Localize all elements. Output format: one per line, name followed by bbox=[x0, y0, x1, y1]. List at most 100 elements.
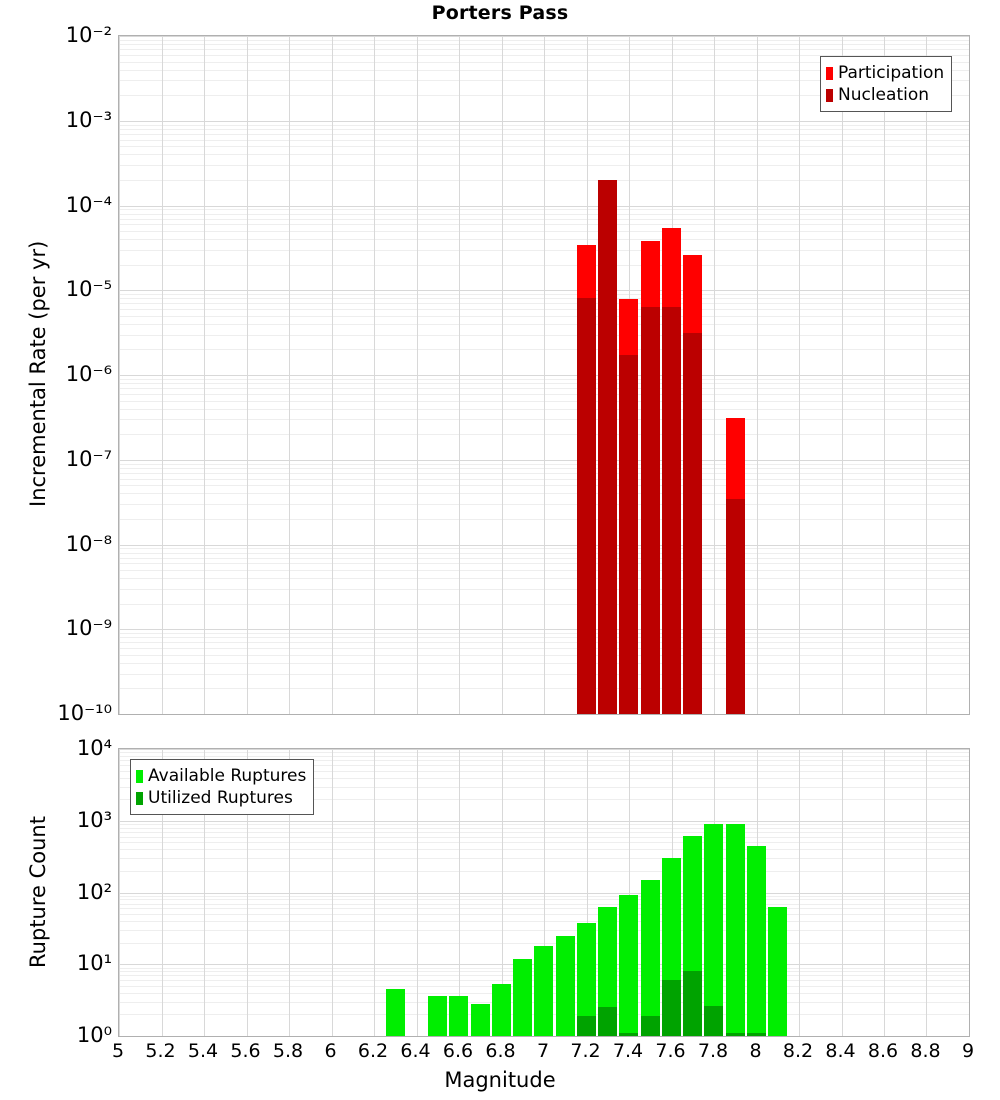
gridline-vertical bbox=[332, 36, 333, 714]
legend-swatch-icon bbox=[826, 66, 833, 80]
bar-available-ruptures bbox=[726, 824, 745, 1036]
gridline-vertical bbox=[969, 749, 970, 1036]
bar-available-ruptures bbox=[577, 923, 596, 1036]
x-axis-tick-label: 7.2 bbox=[570, 1040, 601, 1062]
gridline-vertical bbox=[502, 749, 503, 1036]
x-axis-tick-label: 6 bbox=[324, 1040, 337, 1062]
gridline-vertical bbox=[502, 36, 503, 714]
gridline-vertical bbox=[374, 749, 375, 1036]
legend-swatch-icon bbox=[136, 769, 143, 783]
gridline-vertical bbox=[629, 749, 630, 1036]
gridline-vertical bbox=[544, 36, 545, 714]
top-bars bbox=[119, 36, 969, 714]
gridline-vertical bbox=[544, 749, 545, 1036]
y-axis-tick-label: 10⁻⁷ bbox=[65, 446, 112, 471]
x-axis-title: Magnitude bbox=[444, 1068, 556, 1092]
bar-utilized-ruptures bbox=[704, 1006, 723, 1036]
bar-nucleation bbox=[641, 307, 660, 714]
legend-label: Utilized Ruptures bbox=[148, 788, 293, 809]
bar-available-ruptures bbox=[449, 996, 468, 1036]
gridline-vertical bbox=[969, 36, 970, 714]
y-axis-tick-label: 10² bbox=[76, 879, 112, 904]
gridline-vertical bbox=[842, 749, 843, 1036]
top-y-axis-title: Incremental Rate (per yr) bbox=[26, 240, 50, 507]
x-axis-tick-label: 7.8 bbox=[697, 1040, 729, 1062]
x-axis-tick-label: 5.6 bbox=[230, 1040, 261, 1062]
x-axis-tick-label: 9 bbox=[961, 1040, 975, 1062]
gridline-vertical bbox=[119, 749, 120, 1036]
rupture-count-plot bbox=[118, 748, 970, 1037]
y-axis-tick-label: 10¹ bbox=[76, 951, 112, 976]
gridline-vertical bbox=[204, 36, 205, 714]
gridline-vertical bbox=[926, 749, 927, 1036]
gridline-vertical bbox=[459, 36, 460, 714]
bar-available-ruptures bbox=[598, 907, 617, 1036]
x-axis-tick-label: 5.2 bbox=[145, 1040, 176, 1062]
y-axis-tick-label: 10⁻² bbox=[65, 23, 112, 47]
gridline-vertical bbox=[799, 36, 800, 714]
legend-item: Nucleation bbox=[826, 84, 944, 106]
bar-utilized-ruptures bbox=[726, 1033, 745, 1036]
bottom-bars bbox=[119, 749, 969, 1036]
x-axis-tick-label: 5 bbox=[111, 1040, 125, 1062]
x-axis-tick-label: 7.6 bbox=[655, 1040, 686, 1062]
x-axis-tick-label: 8.8 bbox=[910, 1040, 941, 1062]
bottom-y-axis-title: Rupture Count bbox=[26, 815, 50, 968]
x-axis-tick-label: 6.8 bbox=[485, 1040, 516, 1062]
bar-available-ruptures bbox=[428, 996, 447, 1036]
y-axis-tick-label: 10⁻⁶ bbox=[65, 362, 112, 386]
y-axis-tick-label: 10⁻⁴ bbox=[65, 192, 112, 217]
bar-utilized-ruptures bbox=[641, 1016, 660, 1036]
x-axis-tick-label: 8.2 bbox=[782, 1040, 814, 1062]
gridline-vertical bbox=[332, 749, 333, 1036]
bar-nucleation bbox=[683, 333, 702, 714]
legend-label: Participation bbox=[838, 63, 945, 83]
gridline-vertical bbox=[884, 749, 885, 1036]
gridline-vertical bbox=[417, 36, 418, 714]
x-axis-tick-label: 6.2 bbox=[357, 1040, 389, 1062]
gridline-vertical bbox=[204, 749, 205, 1036]
x-axis-tick-label: 5.4 bbox=[187, 1040, 219, 1062]
gridline-vertical bbox=[757, 36, 758, 714]
y-axis-tick-label: 10⁰ bbox=[76, 1023, 112, 1047]
page-title: Porters Pass bbox=[431, 2, 569, 24]
x-axis-tick-label: 7 bbox=[536, 1040, 550, 1062]
bar-utilized-ruptures bbox=[619, 1033, 638, 1036]
legend-item: Participation bbox=[826, 62, 944, 84]
bar-available-ruptures bbox=[513, 959, 532, 1036]
bar-utilized-ruptures bbox=[662, 980, 681, 1036]
legend-item: Utilized Ruptures bbox=[136, 787, 306, 809]
bar-utilized-ruptures bbox=[747, 1033, 766, 1036]
gridline-vertical bbox=[162, 36, 163, 714]
bottom-legend: Available Ruptures Utilized Ruptures bbox=[130, 759, 315, 816]
gridline-major bbox=[119, 714, 969, 715]
legend-label: Available Ruptures bbox=[148, 766, 307, 786]
bar-nucleation bbox=[577, 298, 596, 714]
gridline-vertical bbox=[884, 36, 885, 714]
top-y-axis-ticks: 10⁻² 10⁻³ 10⁻⁴ 10⁻⁵ 10⁻⁶ 10⁻⁷ 10⁻⁸ 10⁻⁹ 10⁻¹⁰ bbox=[0, 0, 112, 725]
gridline-vertical bbox=[417, 749, 418, 1036]
bar-available-ruptures bbox=[768, 907, 787, 1036]
gridline-vertical bbox=[459, 749, 460, 1036]
y-axis-tick-label: 10³ bbox=[76, 807, 112, 832]
x-axis-tick-label: 8 bbox=[749, 1040, 762, 1062]
gridline-vertical bbox=[842, 36, 843, 714]
gridline-vertical bbox=[374, 36, 375, 714]
bar-utilized-ruptures bbox=[598, 1007, 617, 1036]
gridline-vertical bbox=[162, 749, 163, 1036]
gridline-vertical bbox=[289, 749, 290, 1036]
bar-available-ruptures bbox=[534, 946, 553, 1036]
y-axis-tick-label: 10⁴ bbox=[76, 736, 112, 760]
x-axis-tick-label: 5.8 bbox=[272, 1040, 304, 1062]
bar-available-ruptures bbox=[704, 824, 723, 1036]
y-axis-tick-label: 10⁻⁵ bbox=[65, 277, 112, 302]
gridline-major bbox=[119, 1036, 969, 1037]
gridline-vertical bbox=[587, 749, 588, 1036]
bar-available-ruptures bbox=[471, 1004, 490, 1036]
legend-swatch-icon bbox=[826, 88, 833, 102]
top-gridlines bbox=[119, 36, 969, 714]
bar-utilized-ruptures bbox=[577, 1016, 596, 1036]
y-axis-tick-label: 10⁻⁸ bbox=[65, 531, 112, 556]
bar-available-ruptures bbox=[641, 880, 660, 1036]
